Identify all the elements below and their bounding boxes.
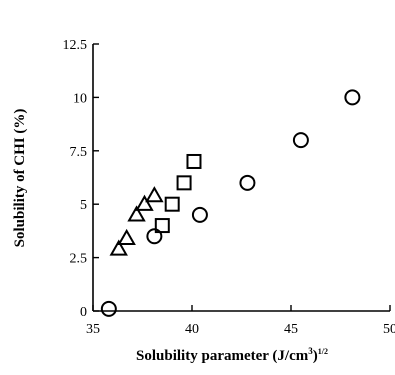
square-marker [186, 153, 202, 169]
y-tick-label: 0 [80, 305, 87, 320]
triangle-marker [135, 194, 154, 211]
x-tick-label: 50 [383, 322, 395, 337]
x-axis-title-mid: ) [313, 348, 318, 364]
square-marker [176, 175, 192, 191]
y-axis-title: Solubility of CHI (%) [12, 109, 28, 248]
x-tick-label: 40 [185, 322, 199, 337]
x-ticks: 35 40 45 50 [86, 305, 395, 337]
y-tick-label: 12.5 [63, 38, 88, 53]
circle-marker [239, 174, 256, 191]
triangle-marker [117, 228, 136, 246]
y-tick-label: 7.5 [70, 145, 88, 160]
y-tick-label: 5 [80, 198, 87, 213]
data-markers [100, 89, 361, 317]
x-axis-title-sup2: 1/2 [318, 347, 328, 356]
circle-marker [146, 228, 163, 245]
x-axis-title-main: Solubility parameter (J/cm [136, 348, 309, 364]
triangle-marker [145, 186, 164, 203]
y-ticks: 0 2.5 5 7.5 10 12.5 [63, 38, 99, 320]
y-tick-label: 2.5 [70, 252, 88, 267]
circle-marker [100, 300, 117, 317]
triangle-marker [109, 239, 128, 256]
x-tick-label: 45 [284, 322, 298, 337]
square-marker [164, 196, 180, 212]
x-tick-label: 35 [86, 322, 100, 337]
square-marker [154, 218, 170, 234]
x-axis-title-sup1: 3 [308, 346, 313, 356]
axes [92, 44, 390, 312]
circle-marker [344, 89, 361, 106]
circle-marker [292, 132, 309, 149]
y-tick-label: 10 [73, 91, 87, 106]
x-axis-title: Solubility parameter (J/cm3)1/2 [136, 346, 328, 364]
circle-marker [191, 206, 208, 223]
triangle-marker [127, 205, 146, 222]
